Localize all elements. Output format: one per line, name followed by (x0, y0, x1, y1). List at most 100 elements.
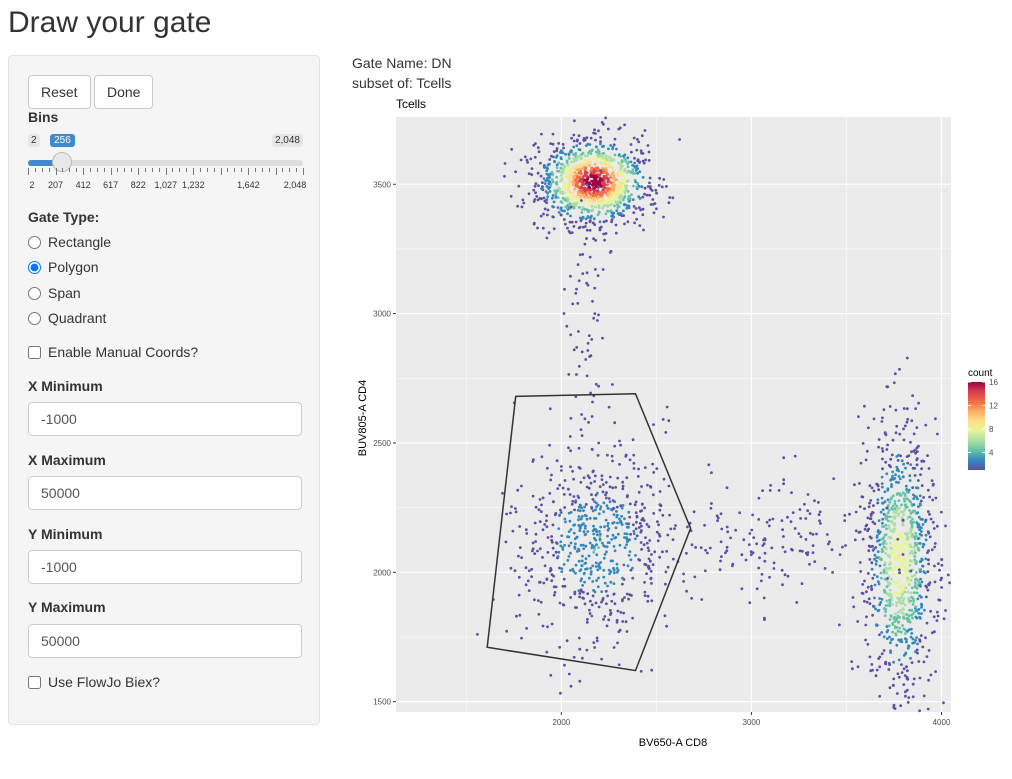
data-point (581, 656, 584, 660)
data-point (917, 444, 920, 448)
data-point (538, 547, 542, 551)
data-point (590, 338, 594, 341)
data-point (623, 517, 626, 521)
y-maximum-input[interactable] (28, 624, 302, 658)
data-point (917, 548, 921, 552)
flowjo-biex-input[interactable] (28, 675, 41, 689)
radio-input-polygon[interactable] (28, 260, 41, 274)
data-point (898, 492, 902, 496)
slider-handle[interactable] (52, 152, 73, 172)
data-point (596, 157, 600, 161)
data-point (562, 186, 565, 190)
data-point (580, 206, 584, 210)
radio-quadrant[interactable]: Quadrant (28, 310, 106, 326)
x-minimum-input[interactable] (28, 402, 302, 436)
data-point (593, 547, 596, 551)
data-point (857, 531, 861, 534)
data-point (823, 567, 827, 570)
radio-polygon[interactable]: Polygon (28, 259, 99, 275)
data-point (580, 211, 584, 214)
data-point (725, 486, 729, 490)
data-point (632, 453, 636, 457)
data-point (643, 562, 647, 566)
data-point (599, 140, 602, 144)
data-point (621, 576, 624, 580)
slider-track[interactable] (28, 160, 303, 166)
data-point (895, 480, 898, 484)
data-point (566, 226, 569, 230)
gate-polygon[interactable] (486, 393, 692, 672)
data-point (624, 160, 628, 163)
data-point (901, 523, 905, 527)
data-point (948, 581, 951, 585)
data-point (935, 524, 939, 528)
data-point (578, 592, 582, 595)
data-point (561, 143, 565, 146)
radio-input-quadrant[interactable] (28, 311, 41, 325)
slider-tick-label: 412 (75, 180, 91, 190)
data-point (587, 576, 591, 580)
data-point (921, 564, 924, 568)
data-point (622, 154, 625, 158)
gate-plot[interactable]: Tcells 2000 3000 400015002000250030003500 … (340, 92, 1012, 764)
bins-slider[interactable]: 2 2,048 256 2 207 412 617 822 1,027 1,232 1,642… (28, 134, 306, 194)
data-point (597, 562, 601, 566)
data-point (944, 609, 947, 612)
data-point (564, 192, 568, 196)
data-point (651, 198, 655, 201)
data-point (914, 407, 917, 410)
data-point (915, 463, 919, 467)
radio-input-span[interactable] (28, 286, 41, 300)
data-point (533, 198, 537, 201)
data-point (580, 199, 583, 202)
data-point (880, 475, 884, 479)
x-axis-label: BV650-A CD8 (639, 737, 707, 749)
data-point (856, 665, 860, 669)
manual-coords-checkbox[interactable]: Enable Manual Coords? (28, 344, 198, 360)
data-point (612, 513, 616, 516)
slider-tick (289, 168, 291, 172)
data-point (552, 500, 555, 504)
data-point (552, 227, 556, 231)
data-point (577, 446, 581, 450)
radio-rectangle[interactable]: Rectangle (28, 234, 111, 250)
data-point (888, 588, 892, 592)
data-point (579, 195, 583, 198)
data-point (638, 160, 641, 164)
radio-span[interactable]: Span (28, 285, 81, 301)
data-point (569, 684, 573, 688)
data-point (600, 478, 604, 481)
data-point (881, 508, 885, 511)
flowjo-biex-checkbox[interactable]: Use FlowJo Biex? (28, 674, 160, 690)
data-point (763, 559, 767, 563)
data-point (616, 609, 620, 613)
data-point (599, 177, 603, 181)
slider-tick (165, 168, 167, 175)
y-minimum-input[interactable] (28, 550, 302, 584)
data-point (572, 531, 576, 535)
data-point (602, 179, 606, 183)
data-point (588, 219, 592, 222)
data-point (566, 535, 569, 539)
data-point (627, 554, 631, 557)
radio-input-rectangle[interactable] (28, 235, 41, 249)
data-point (539, 214, 543, 218)
data-point (738, 511, 742, 515)
data-point (562, 603, 566, 607)
plot-background[interactable] (396, 117, 951, 712)
data-point (858, 482, 861, 485)
data-point (591, 221, 595, 225)
data-point (537, 508, 541, 512)
data-point (601, 483, 605, 486)
reset-button[interactable]: Reset (28, 75, 91, 109)
done-button[interactable]: Done (94, 75, 154, 109)
manual-coords-input[interactable] (28, 345, 41, 359)
data-point (575, 536, 579, 539)
data-point (514, 510, 518, 514)
x-maximum-input[interactable] (28, 476, 302, 510)
data-point (537, 612, 541, 616)
data-point (708, 546, 712, 550)
data-point (588, 516, 592, 520)
data-point (907, 644, 911, 648)
data-point (611, 177, 615, 180)
